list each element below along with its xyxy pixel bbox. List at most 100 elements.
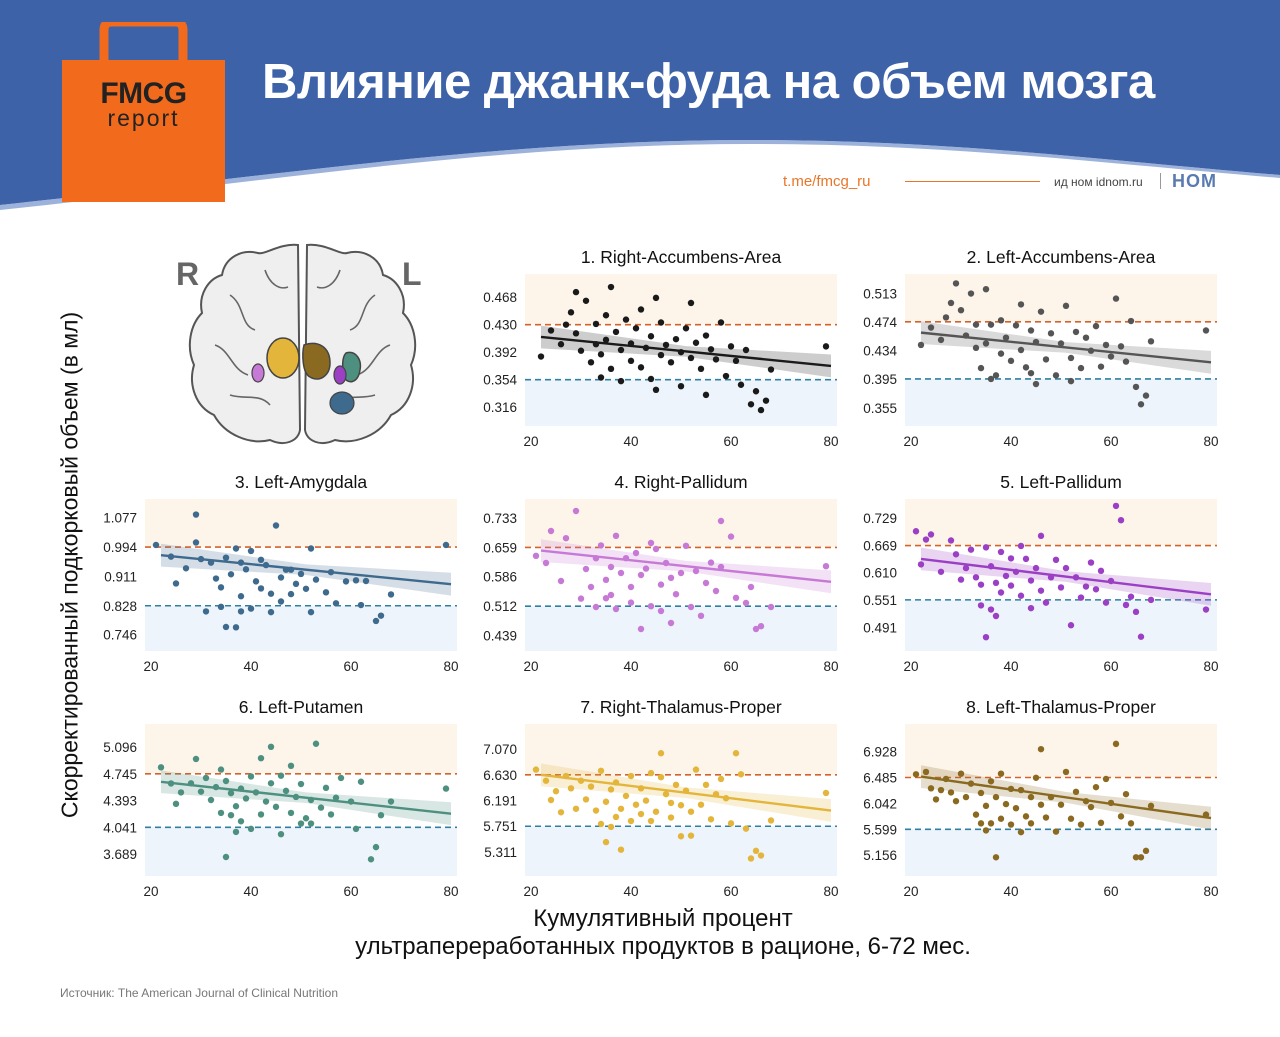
y-tick-label: 0.828 (103, 599, 137, 614)
data-point (567, 309, 575, 316)
regression-line (160, 780, 452, 815)
upper-band (905, 724, 1217, 778)
data-point (312, 740, 320, 747)
data-point (687, 299, 695, 307)
data-point (312, 576, 320, 583)
data-point (927, 531, 935, 538)
data-point (1027, 327, 1035, 334)
x-tick-label: 20 (523, 884, 538, 899)
y-tick-label: 5.311 (484, 845, 517, 860)
data-point (687, 603, 695, 611)
data-point (587, 783, 595, 790)
data-point (767, 603, 775, 611)
logo-text-report: report (107, 105, 180, 131)
data-point (982, 340, 990, 347)
data-point (742, 825, 750, 832)
data-point (957, 306, 965, 314)
data-point (1007, 821, 1015, 828)
data-point (277, 574, 285, 581)
data-point (692, 339, 700, 346)
x-tick-label: 60 (723, 434, 738, 449)
data-point (1027, 793, 1035, 801)
data-point (942, 314, 950, 321)
data-point (927, 324, 935, 331)
data-point (977, 364, 985, 372)
data-point (712, 356, 720, 363)
data-point (332, 600, 340, 607)
data-point (1027, 820, 1035, 827)
x-tick-label: 40 (1003, 434, 1018, 449)
data-point (937, 568, 945, 575)
y-tick-label: 0.434 (863, 344, 897, 359)
data-point (1042, 356, 1050, 363)
data-point (657, 319, 665, 326)
data-point (652, 808, 660, 815)
y-tick-label: 0.439 (483, 628, 517, 643)
data-point (562, 321, 570, 328)
publisher-separator (1160, 173, 1161, 189)
data-point (997, 548, 1005, 556)
upper-band (525, 499, 837, 548)
data-point (157, 764, 165, 771)
upper-band (145, 724, 457, 774)
data-point (682, 542, 690, 549)
x-tick-label: 40 (623, 884, 638, 899)
data-point (257, 755, 265, 762)
x-tick-label: 40 (243, 659, 258, 674)
data-point (222, 853, 230, 861)
data-point (212, 575, 220, 582)
brain-left-hemisphere (303, 243, 417, 444)
banner-background (0, 0, 1280, 205)
data-point (697, 365, 705, 373)
data-point (657, 774, 665, 781)
data-point (752, 847, 760, 855)
data-point (732, 357, 740, 365)
x-tick-label: 40 (1003, 659, 1018, 674)
data-point (1112, 502, 1120, 510)
data-point (377, 612, 385, 619)
y-tick-label: 0.392 (483, 345, 517, 360)
data-point (747, 583, 755, 591)
data-point (727, 343, 735, 350)
x-tick-label: 20 (143, 884, 158, 899)
data-point (917, 341, 925, 349)
data-point (727, 533, 735, 540)
data-point (352, 577, 360, 584)
y-axis-label-text: Скорректированный подкорковый объем (в м… (56, 311, 83, 819)
data-point (977, 820, 985, 827)
data-point (667, 619, 675, 627)
data-point (632, 325, 640, 332)
data-point (302, 585, 310, 592)
data-point (977, 581, 985, 588)
data-point (1072, 328, 1080, 336)
data-point (597, 351, 605, 358)
data-point (617, 569, 625, 577)
data-point (972, 344, 980, 352)
data-point (982, 286, 990, 293)
data-point (232, 803, 240, 810)
data-point (1087, 803, 1095, 811)
x-tick-label: 60 (1103, 659, 1118, 674)
data-point (982, 633, 990, 641)
data-point (737, 771, 745, 778)
y-tick-label: 0.316 (483, 400, 517, 415)
data-point (617, 346, 625, 354)
y-tick-label: 0.512 (483, 599, 517, 614)
data-point (607, 563, 615, 571)
data-point (1127, 820, 1135, 827)
x-tick-label: 20 (903, 659, 918, 674)
data-point (632, 549, 640, 557)
data-point (692, 567, 700, 575)
data-point (1092, 322, 1100, 330)
shopping-bag-icon (62, 17, 225, 202)
data-point (287, 809, 295, 817)
data-point (947, 537, 955, 544)
data-point (927, 785, 935, 792)
regression-line (540, 549, 832, 583)
data-point (267, 743, 275, 750)
data-point (357, 778, 365, 785)
data-point (617, 377, 625, 385)
telegram-link[interactable]: t.me/fmcg_ru (783, 173, 871, 190)
data-point (547, 796, 555, 804)
data-point (557, 809, 565, 816)
